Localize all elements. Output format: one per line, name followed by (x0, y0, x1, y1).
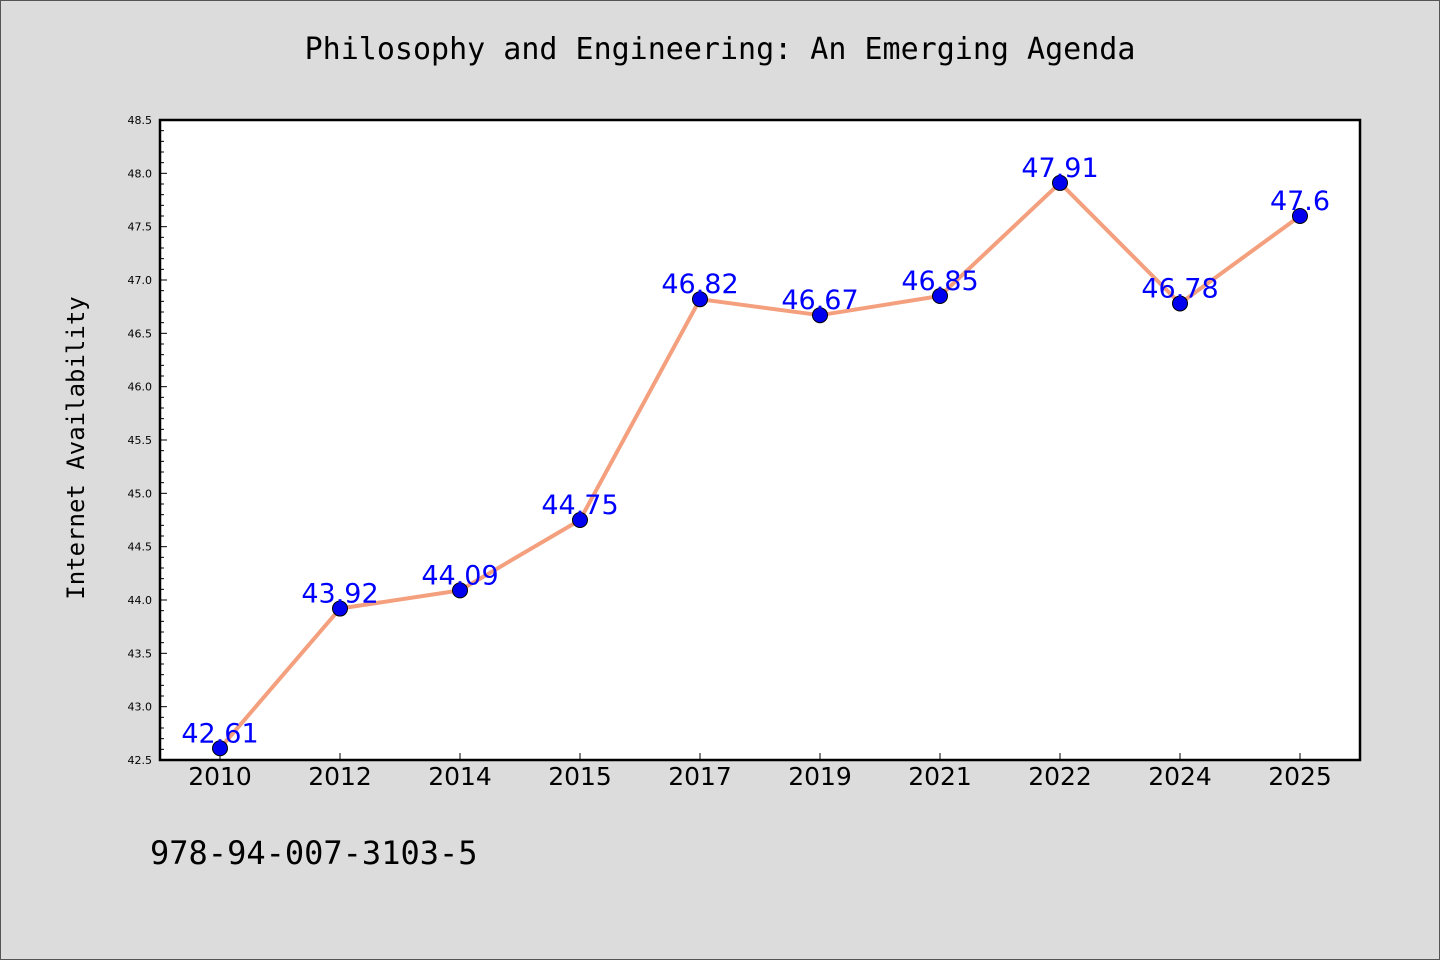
data-label: 44.75 (541, 490, 618, 521)
x-tick-label: 2012 (308, 762, 372, 791)
x-tick-label: 2024 (1148, 762, 1212, 791)
data-label: 46.85 (901, 266, 978, 297)
data-point (1052, 174, 1068, 191)
x-tick-label: 2017 (668, 762, 732, 791)
y-tick-label: 44.5 (128, 541, 153, 554)
x-tick-label: 2021 (908, 762, 972, 791)
x-tick-label: 2014 (428, 762, 492, 791)
x-axis-ticks: 2010 2012 2014 2015 2017 2019 2021 2022 2024 2025 (188, 753, 1332, 791)
data-point (452, 582, 468, 599)
plot-area (158, 118, 1362, 762)
y-tick-label: 47.5 (128, 221, 153, 234)
data-point (1172, 295, 1188, 312)
y-axis-ticks: 42.5 43.0 43.5 44.0 44.5 45.0 45.5 46.0 46.5 47.0… (128, 114, 167, 767)
x-tick-label: 2015 (548, 762, 612, 791)
y-tick-label: 48.5 (128, 114, 153, 127)
data-point (932, 288, 948, 304)
y-tick-label: 44.0 (128, 594, 153, 607)
y-tick-label: 45.5 (128, 434, 153, 447)
y-tick-label: 45.0 (128, 487, 153, 500)
data-label: 47.91 (1021, 153, 1098, 184)
y-tick-label: 47.0 (128, 274, 153, 287)
data-point (212, 740, 228, 757)
data-point (812, 307, 828, 324)
y-tick-label: 42.5 (128, 754, 153, 767)
series-markers (212, 174, 1308, 757)
data-label: 47.6 (1270, 186, 1330, 217)
y-tick-label: 48.0 (128, 167, 153, 180)
y-tick-label: 43.0 (128, 701, 153, 714)
x-tick-label: 2022 (1028, 762, 1092, 791)
data-point (1292, 208, 1308, 224)
data-point (332, 600, 348, 617)
data-label: 43.92 (301, 579, 378, 610)
series-polyline (218, 180, 1302, 750)
data-label: 44.09 (421, 560, 498, 591)
y-tick-label: 43.5 (128, 647, 153, 660)
data-point (692, 291, 708, 308)
chart-title: Philosophy and Engineering: An Emerging … (304, 32, 1136, 67)
data-label: 46.67 (781, 285, 858, 316)
data-label: 46.78 (1141, 273, 1218, 304)
series-line (218, 180, 1302, 750)
x-tick-label: 2010 (188, 762, 252, 791)
data-label: 46.82 (661, 269, 738, 300)
x-tick-label: 2019 (788, 762, 852, 791)
data-labels: 42.61 43.92 44.09 44.75 46.82 46.67 46.85 47.91… (181, 153, 1330, 749)
data-label: 42.61 (181, 718, 258, 749)
isbn-code: 978-94-007-3103-5 (150, 834, 478, 872)
y-tick-label: 46.0 (128, 381, 153, 394)
y-tick-label: 46.5 (128, 327, 153, 340)
x-tick-label: 2025 (1268, 762, 1332, 791)
data-point (572, 512, 588, 528)
